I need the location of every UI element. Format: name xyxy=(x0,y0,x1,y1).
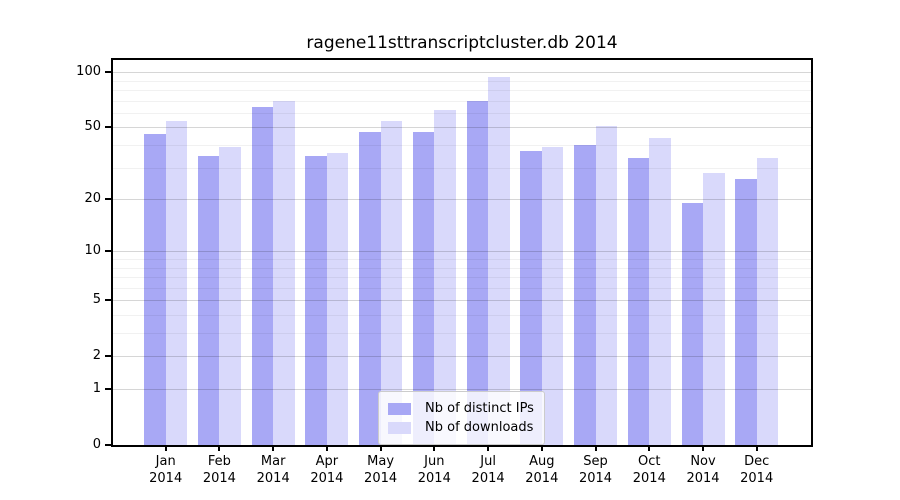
legend-item-downloads: Nb of downloads xyxy=(388,419,534,436)
bar-ips-sep xyxy=(574,145,596,445)
bar-ips-apr xyxy=(305,155,327,445)
bar-ips-mar xyxy=(251,106,274,445)
x-label-aug: Aug 2014 xyxy=(525,454,559,486)
y-tick-label-2: 2 xyxy=(92,348,101,364)
y-tick-mark-1 xyxy=(105,388,113,390)
x-tick-mark-sep xyxy=(594,445,597,451)
bar-downloads-nov xyxy=(703,173,725,445)
x-label-feb: Feb 2014 xyxy=(202,454,236,486)
x-tick-mark-nov xyxy=(702,445,704,451)
bar-ips-oct xyxy=(627,157,650,445)
y-tick-label-100: 100 xyxy=(76,64,101,80)
x-tick-mark-may xyxy=(379,445,382,451)
x-label-sep: Sep 2014 xyxy=(578,454,613,486)
x-tick-mark-apr xyxy=(325,445,328,451)
y-tick-mark-100 xyxy=(105,71,113,74)
bar-ips-jun xyxy=(412,132,435,445)
gridline-minor-80 xyxy=(113,90,811,91)
bar-ips-jul xyxy=(466,100,489,445)
x-tick-mark-mar xyxy=(272,445,275,451)
y-tick-label-10: 10 xyxy=(84,243,101,259)
gridline-major-50 xyxy=(113,127,811,129)
y-tick-mark-20 xyxy=(105,198,113,201)
bar-downloads-feb xyxy=(219,147,241,445)
bar-downloads-oct xyxy=(649,137,671,445)
gridline-minor-90 xyxy=(113,80,811,82)
legend-label-distinct-ips: Nb of distinct IPs xyxy=(425,401,534,416)
legend-swatch-0 xyxy=(388,402,411,415)
y-tick-mark-50 xyxy=(105,126,113,129)
x-label-mar: Mar 2014 xyxy=(256,454,290,486)
y-tick-mark-2 xyxy=(105,355,113,358)
gridline-major-100 xyxy=(113,72,811,74)
chart-legend: Nb of distinct IPs Nb of downloads xyxy=(378,391,545,445)
x-label-oct: Oct 2014 xyxy=(632,454,666,486)
x-label-jun: Jun 2014 xyxy=(417,454,451,486)
x-tick-mark-dec xyxy=(755,445,758,451)
x-tick-mark-jul xyxy=(487,445,490,451)
bar-ips-may xyxy=(359,132,381,445)
bar-downloads-apr xyxy=(326,153,349,445)
bar-downloads-may xyxy=(380,121,403,445)
x-tick-mark-oct xyxy=(648,445,651,451)
bar-ips-jan xyxy=(144,134,166,445)
legend-swatch-1 xyxy=(388,421,411,434)
bar-downloads-jun xyxy=(434,110,456,445)
x-tick-mark-jun xyxy=(433,445,436,451)
y-tick-mark-0 xyxy=(105,444,113,446)
gridline-minor-60 xyxy=(113,112,811,114)
bar-downloads-aug xyxy=(541,147,564,445)
bar-downloads-jul xyxy=(488,77,510,445)
plot-area: 100 50 20 10 5 2 1 0 Jan 2014 Feb 2014 Mar 2014 Apr 201… xyxy=(76,58,813,486)
y-tick-label-50: 50 xyxy=(84,119,101,135)
x-label-dec: Dec 2014 xyxy=(740,454,774,486)
x-tick-mark-aug xyxy=(540,445,543,451)
y-tick-label-0: 0 xyxy=(92,437,101,452)
y-tick-label-20: 20 xyxy=(84,191,101,207)
x-label-nov: Nov 2014 xyxy=(686,454,720,486)
bar-ips-aug xyxy=(520,151,542,445)
legend-item-distinct-ips: Nb of distinct IPs xyxy=(388,400,534,417)
x-tick-mark-feb xyxy=(218,445,221,451)
bar-ips-nov xyxy=(681,203,703,445)
chart-title: ragene11sttranscriptcluster.db 2014 xyxy=(306,33,618,53)
x-label-jan: Jan 2014 xyxy=(149,454,183,486)
bar-ips-dec xyxy=(735,178,757,445)
x-label-may: May 2014 xyxy=(364,454,398,486)
legend-label-downloads: Nb of downloads xyxy=(425,420,534,435)
gridline-minor-70 xyxy=(113,100,811,102)
y-tick-mark-10 xyxy=(105,250,113,253)
bar-downloads-dec xyxy=(756,157,779,445)
bar-downloads-sep xyxy=(595,125,617,445)
bar-ips-feb xyxy=(197,155,220,445)
x-label-apr: Apr 2014 xyxy=(310,454,344,486)
x-tick-mark-jan xyxy=(164,445,167,451)
y-tick-label-1: 1 xyxy=(92,381,101,396)
x-label-jul: Jul 2014 xyxy=(471,454,505,486)
y-tick-label-5: 5 xyxy=(92,292,101,308)
y-tick-mark-5 xyxy=(105,299,113,302)
bar-downloads-jan xyxy=(165,121,188,445)
bar-downloads-mar xyxy=(273,100,295,445)
gridline-minor-40 xyxy=(113,145,811,146)
